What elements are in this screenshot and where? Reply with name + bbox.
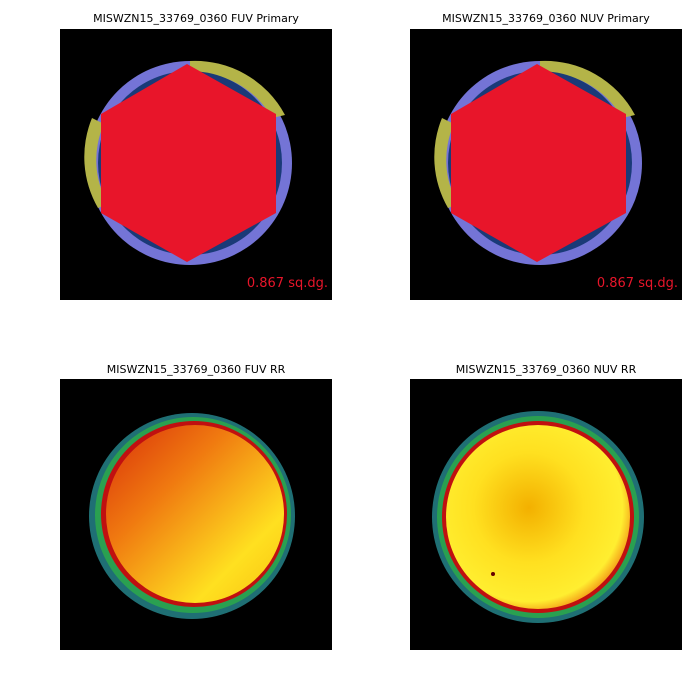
yellow-arc <box>84 118 108 208</box>
yellow-arc <box>540 60 635 118</box>
panel-fuv-rr: MISWZN15_33769_0360 FUV RR <box>60 363 332 650</box>
panel-nuv-rr: MISWZN15_33769_0360 NUV RR <box>410 363 682 650</box>
panel-title: MISWZN15_33769_0360 NUV RR <box>456 363 637 376</box>
response-disc <box>106 425 284 603</box>
spot <box>491 572 495 576</box>
yellow-arc <box>190 60 285 118</box>
area-label: 0.867 sq.dg. <box>597 276 678 291</box>
panel-title: MISWZN15_33769_0360 FUV Primary <box>93 12 299 25</box>
panel-nuv-primary: MISWZN15_33769_0360 NUV Primary 0.867 sq… <box>410 12 682 300</box>
yellow-arc <box>434 118 458 208</box>
response-disc <box>446 425 630 609</box>
panel-title: MISWZN15_33769_0360 NUV Primary <box>442 12 650 25</box>
panel-fuv-primary: MISWZN15_33769_0360 FUV Primary 0.867 sq… <box>60 12 332 300</box>
area-label: 0.867 sq.dg. <box>247 276 328 291</box>
panel-title: MISWZN15_33769_0360 FUV RR <box>107 363 286 376</box>
hexagon <box>101 64 276 262</box>
hexagon <box>451 64 626 262</box>
